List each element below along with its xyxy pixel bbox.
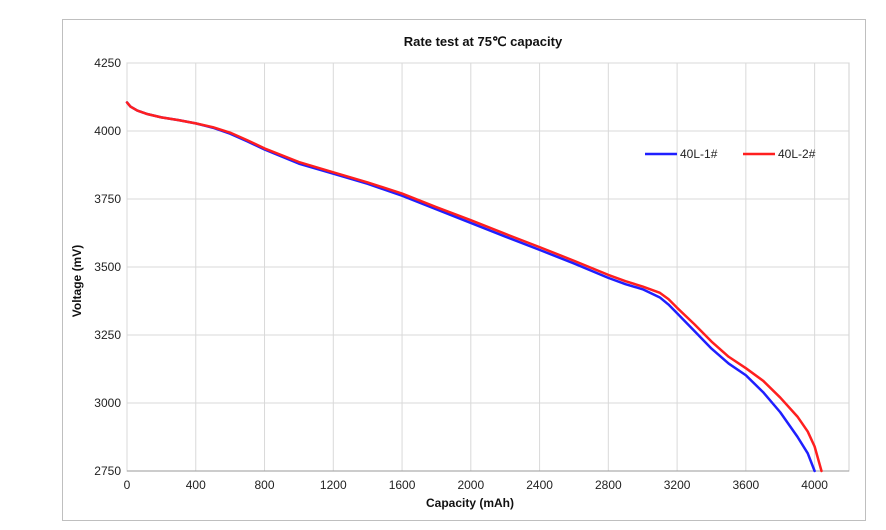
chart-frame: 0 400 800 1200 1600 2000 2400 2800 3200 3600 4000 2… — [62, 19, 866, 521]
x-tick-label: 3600 — [733, 478, 760, 492]
y-tick-label: 4250 — [94, 56, 121, 70]
line-chart: 0 400 800 1200 1600 2000 2400 2800 3200 3600 4000 2… — [70, 34, 850, 510]
y-tick-label: 4000 — [94, 124, 121, 138]
x-axis-title: Capacity (mAh) — [426, 496, 514, 510]
x-tick-label: 3200 — [664, 478, 691, 492]
y-tick-label: 3750 — [94, 192, 121, 206]
y-tick-label: 2750 — [94, 464, 121, 478]
x-tick-label: 2000 — [457, 478, 484, 492]
y-tick-label: 3000 — [94, 396, 121, 410]
x-tick-label: 1200 — [320, 478, 347, 492]
y-tick-label: 3250 — [94, 328, 121, 342]
x-tick-label: 800 — [255, 478, 275, 492]
tick-layer: 0 400 800 1200 1600 2000 2400 2800 3200 3600 4000 2… — [94, 56, 828, 492]
legend: 40L-1# 40L-2# — [645, 147, 816, 161]
y-tick-label: 3500 — [94, 260, 121, 274]
legend-label-40L-2#: 40L-2# — [778, 147, 816, 161]
x-tick-label: 0 — [124, 478, 131, 492]
grid-layer — [126, 62, 850, 472]
x-tick-label: 4000 — [801, 478, 828, 492]
x-tick-label: 2400 — [526, 478, 553, 492]
chart-title: Rate test at 75℃ capacity — [404, 34, 563, 49]
series-layer — [125, 101, 823, 473]
x-tick-label: 1600 — [389, 478, 416, 492]
x-tick-label: 2800 — [595, 478, 622, 492]
x-tick-label: 400 — [186, 478, 206, 492]
y-axis-title: Voltage (mV) — [70, 245, 84, 317]
legend-label-40L-1#: 40L-1# — [680, 147, 718, 161]
series-line-40L-2# — [125, 101, 823, 473]
